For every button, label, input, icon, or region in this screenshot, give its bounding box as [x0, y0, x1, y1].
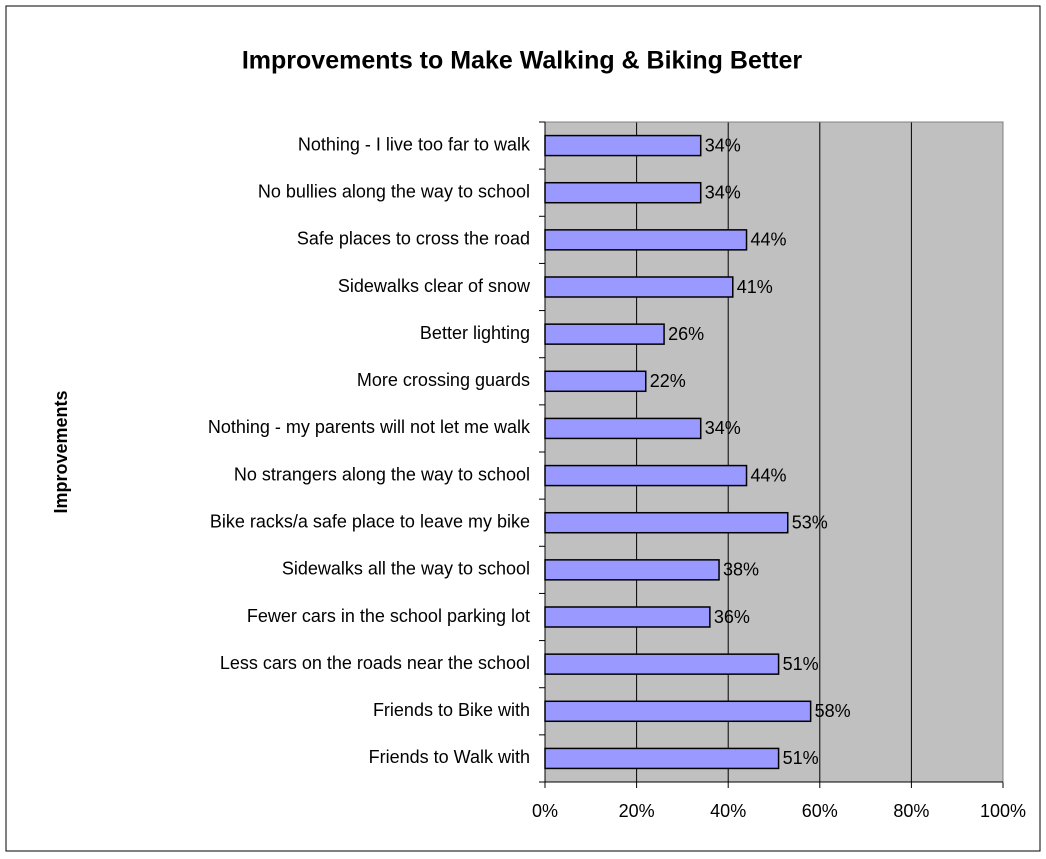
- x-tick-label: 100%: [980, 801, 1026, 821]
- data-label: 44%: [751, 230, 787, 250]
- data-label: 51%: [783, 654, 819, 674]
- data-label: 58%: [815, 701, 851, 721]
- bar: [544, 229, 748, 251]
- chart-title: Improvements to Make Walking & Biking Be…: [242, 47, 803, 75]
- x-tick-label: 0%: [532, 801, 558, 821]
- y-tick-label: Nothing - I live too far to walk: [298, 134, 531, 154]
- bar: [544, 370, 647, 393]
- bar: [544, 276, 734, 298]
- y-tick-label: Fewer cars in the school parking lot: [247, 606, 530, 626]
- y-tick-label: Friends to Bike with: [373, 700, 530, 720]
- data-label: 34%: [705, 418, 741, 438]
- x-tick-label: 20%: [619, 801, 655, 821]
- bar: [544, 700, 812, 723]
- data-label: 22%: [650, 371, 686, 391]
- data-label: 36%: [714, 607, 750, 627]
- y-tick-label: Better lighting: [420, 323, 530, 343]
- x-tick-label: 60%: [802, 801, 838, 821]
- bar: [544, 559, 720, 581]
- bar: [544, 606, 711, 628]
- plot-area: [545, 122, 1003, 782]
- y-tick-label: Safe places to cross the road: [297, 229, 530, 249]
- y-tick-label: Friends to Walk with: [369, 747, 530, 767]
- data-label: 26%: [668, 324, 704, 344]
- bar: [544, 181, 702, 204]
- y-tick-label: No bullies along the way to school: [258, 181, 530, 201]
- y-tick-label: Less cars on the roads near the school: [220, 653, 530, 673]
- data-label: 41%: [737, 277, 773, 297]
- data-label: 34%: [705, 182, 741, 202]
- data-label: 51%: [783, 748, 819, 768]
- bar: [544, 134, 702, 157]
- y-tick-label: No strangers along the way to school: [234, 464, 530, 484]
- x-tick-label: 80%: [893, 801, 929, 821]
- bar: [544, 417, 702, 440]
- bar: [544, 464, 748, 487]
- data-label: 34%: [705, 135, 741, 155]
- y-tick-label: Bike racks/a safe place to leave my bike: [210, 511, 530, 531]
- bar: [544, 747, 780, 770]
- bar: [544, 511, 789, 534]
- bar: [544, 323, 665, 345]
- y-tick-label: More crossing guards: [357, 370, 530, 390]
- y-tick-label: Sidewalks clear of snow: [338, 276, 531, 296]
- x-tick-label: 40%: [710, 801, 746, 821]
- bar: [544, 653, 780, 675]
- data-label: 44%: [751, 465, 787, 485]
- data-label: 38%: [723, 560, 759, 580]
- y-axis-label: Improvements: [51, 390, 71, 513]
- data-label: 53%: [792, 512, 828, 532]
- y-tick-label: Sidewalks all the way to school: [282, 559, 530, 579]
- y-tick-label: Nothing - my parents will not let me wal…: [208, 417, 531, 437]
